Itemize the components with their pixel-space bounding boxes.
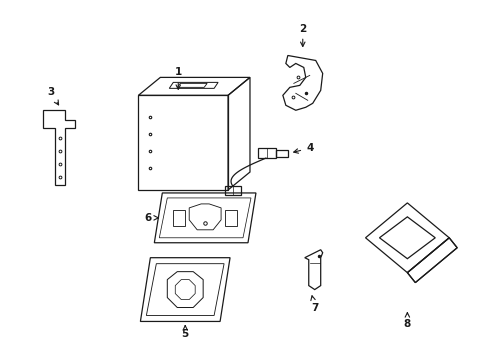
Text: 8: 8: [403, 313, 410, 329]
Text: 1: 1: [174, 67, 182, 89]
Text: 7: 7: [310, 296, 318, 312]
Bar: [275, 150, 287, 157]
Bar: [258, 148, 275, 158]
Bar: [224, 186, 240, 195]
Text: 2: 2: [299, 24, 306, 46]
Text: 5: 5: [181, 326, 188, 339]
Text: 6: 6: [144, 213, 158, 223]
Text: 4: 4: [293, 143, 313, 153]
Text: 3: 3: [47, 87, 59, 105]
